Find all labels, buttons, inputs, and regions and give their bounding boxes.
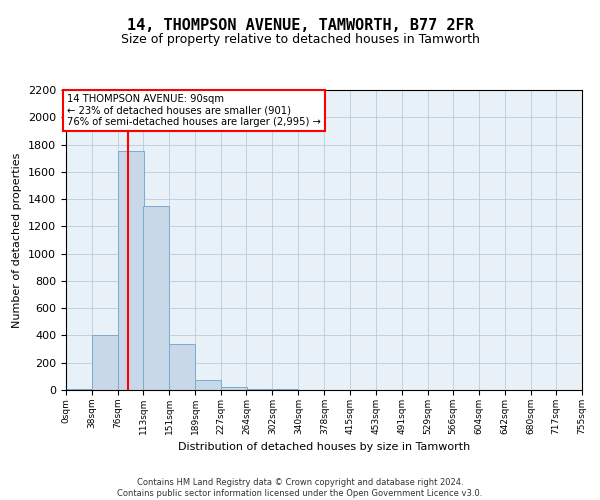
Text: Contains HM Land Registry data © Crown copyright and database right 2024.
Contai: Contains HM Land Registry data © Crown c… bbox=[118, 478, 482, 498]
Bar bbox=[247, 388, 272, 390]
Bar bbox=[169, 344, 195, 390]
Bar bbox=[195, 380, 221, 390]
Bar bbox=[118, 152, 144, 390]
Text: 14, THOMPSON AVENUE, TAMWORTH, B77 2FR: 14, THOMPSON AVENUE, TAMWORTH, B77 2FR bbox=[127, 18, 473, 32]
Text: 14 THOMPSON AVENUE: 90sqm
← 23% of detached houses are smaller (901)
76% of semi: 14 THOMPSON AVENUE: 90sqm ← 23% of detac… bbox=[67, 94, 321, 128]
Bar bbox=[221, 386, 247, 390]
Bar bbox=[92, 336, 118, 390]
Bar bbox=[143, 206, 169, 390]
X-axis label: Distribution of detached houses by size in Tamworth: Distribution of detached houses by size … bbox=[178, 442, 470, 452]
Y-axis label: Number of detached properties: Number of detached properties bbox=[13, 152, 22, 328]
Text: Size of property relative to detached houses in Tamworth: Size of property relative to detached ho… bbox=[121, 32, 479, 46]
